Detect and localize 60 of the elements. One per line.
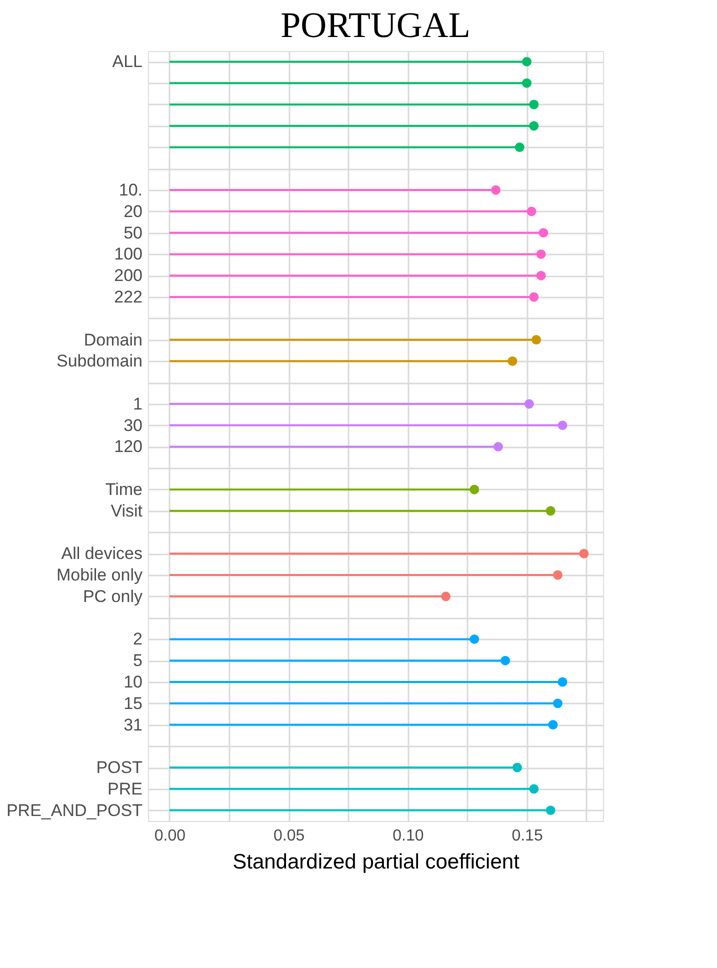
x-tick-label: 0.00 (154, 828, 186, 844)
y-tick-label: 10 (124, 672, 142, 692)
point (538, 228, 548, 238)
y-tick-label: 10. (118, 180, 142, 200)
y-tick-label: POST (96, 758, 142, 778)
x-axis-title: Standardized partial coefficient (232, 850, 520, 874)
point (522, 78, 532, 88)
x-tick-label: 0.05 (273, 828, 305, 844)
point (529, 100, 539, 110)
point (536, 249, 546, 259)
y-tick-label: Mobile only (56, 566, 143, 585)
point (470, 634, 480, 644)
point (536, 270, 546, 280)
y-tick-label: ALL (112, 52, 142, 72)
point (532, 335, 542, 344)
point (546, 806, 556, 816)
point (522, 56, 532, 66)
point (441, 592, 451, 602)
y-tick-label: 200 (114, 266, 142, 286)
point (529, 292, 539, 302)
y-tick-label: 20 (124, 202, 142, 221)
point (529, 784, 539, 794)
point (508, 356, 518, 366)
y-tick-label: 31 (124, 715, 142, 734)
point (524, 399, 534, 409)
point (493, 442, 503, 452)
y-tick-label: 30 (124, 416, 142, 435)
point (526, 206, 536, 216)
y-tick-label: 2 (133, 630, 142, 649)
point (558, 677, 568, 687)
y-tick-label: PC only (82, 586, 143, 606)
point (558, 420, 568, 430)
point (529, 121, 539, 131)
point (514, 142, 524, 152)
point (491, 185, 501, 195)
y-tick-label: Time (105, 480, 142, 499)
y-tick-label: All devices (61, 544, 142, 564)
chart-title: PORTUGAL (280, 5, 470, 45)
point (470, 484, 480, 494)
y-tick-label: Visit (110, 501, 143, 520)
point (500, 656, 510, 666)
point (512, 762, 522, 772)
y-tick-label: 222 (114, 287, 142, 306)
point (552, 698, 562, 708)
point (548, 720, 558, 730)
point (579, 548, 589, 558)
y-tick-label: 50 (124, 223, 142, 242)
y-tick-label: 120 (114, 437, 142, 456)
y-tick-label: 15 (124, 694, 142, 713)
y-tick-label: 100 (114, 244, 142, 264)
x-tick-label: 0.15 (512, 828, 543, 844)
y-tick-label: 1 (133, 394, 142, 414)
point (552, 570, 562, 580)
x-tick-label: 0.10 (392, 828, 424, 844)
y-tick-label: Subdomain (56, 352, 142, 371)
y-tick-label: Domain (84, 330, 142, 350)
y-tick-label: PRE_AND_POST (6, 800, 142, 820)
y-tick-label: PRE (108, 779, 142, 798)
point (546, 506, 556, 516)
y-tick-label: 5 (133, 651, 142, 670)
